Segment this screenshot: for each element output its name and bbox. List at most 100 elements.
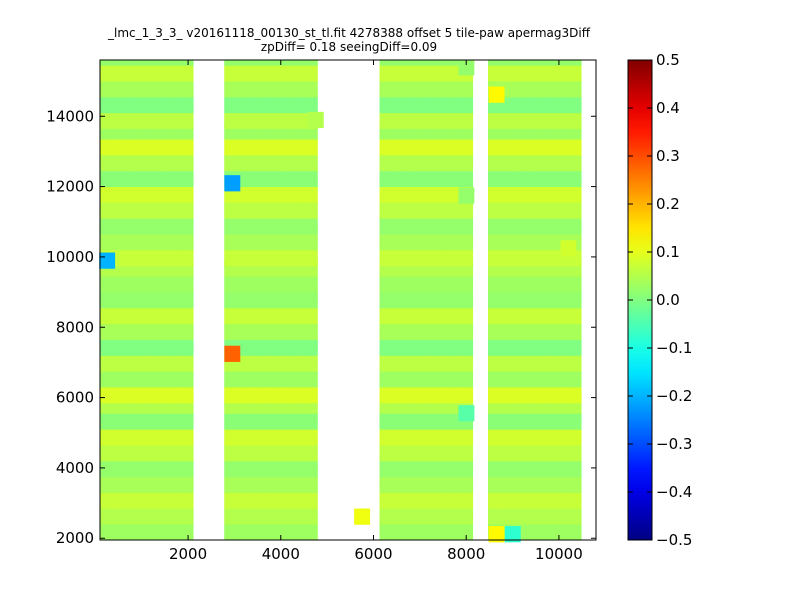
heatmap-cell [426, 234, 443, 251]
heatmap-cell [457, 234, 474, 251]
heatmap-cell [270, 413, 287, 430]
heatmap-cell [550, 276, 567, 293]
heatmap-cell [100, 355, 116, 372]
heatmap-cell [301, 60, 318, 66]
heatmap-cell [534, 292, 551, 309]
x-tick-label: 10000 [535, 545, 583, 563]
heatmap-cell [100, 218, 116, 235]
heatmap-cell [457, 81, 474, 98]
heatmap-cell [115, 60, 132, 66]
heatmap-cell [379, 154, 396, 172]
heatmap-cell [519, 186, 535, 203]
heatmap-cell [426, 139, 443, 156]
heatmap-cell [162, 445, 179, 462]
heatmap-cell [286, 445, 303, 462]
heatmap-cell [395, 154, 411, 172]
heatmap-cell [286, 65, 303, 82]
heatmap-cell [503, 276, 520, 293]
heatmap-cell [550, 387, 567, 404]
heatmap-cell [239, 234, 256, 251]
heatmap-cell [146, 339, 163, 356]
heatmap-cell [100, 307, 116, 325]
heatmap-cell [441, 371, 458, 388]
heatmap-cell [565, 60, 582, 66]
heatmap-cell [177, 371, 194, 388]
heatmap-cell [131, 186, 147, 203]
heatmap-cell [255, 60, 272, 66]
heatmap-cell [162, 524, 179, 541]
heatmap-cell [534, 524, 551, 541]
heatmap-cell [146, 292, 163, 309]
heatmap-cell [239, 218, 256, 235]
heatmap-cell [410, 476, 427, 493]
heatmap-cell [255, 202, 272, 219]
heatmap-cell [146, 524, 163, 541]
heatmap-cell [286, 81, 303, 98]
heatmap-cell [115, 323, 132, 340]
heatmap-cell [458, 60, 475, 76]
heatmap-cell [301, 307, 318, 325]
heatmap-cell [301, 323, 318, 340]
heatmap-cell [487, 371, 504, 388]
heatmap-cell [286, 234, 303, 251]
heatmap-cell [115, 524, 132, 541]
heatmap-cell [379, 339, 396, 356]
heatmap-cell [146, 218, 163, 235]
heatmap-cell [379, 524, 396, 541]
heatmap-cell [503, 323, 520, 340]
heatmap-cell [395, 429, 411, 446]
heatmap-cell [426, 96, 443, 114]
heatmap-cell [395, 249, 411, 267]
heatmap-cell [550, 429, 567, 446]
heatmap-cell [177, 492, 194, 509]
heatmap-cell [301, 81, 318, 98]
heatmap-cell [177, 186, 194, 203]
heatmap-cell [426, 508, 443, 525]
heatmap-cell [270, 307, 287, 325]
heatmap-cell [457, 355, 474, 372]
heatmap-cell [146, 65, 163, 82]
heatmap-cell [146, 371, 163, 388]
heatmap-cell [224, 60, 241, 66]
heatmap-cell [301, 476, 318, 493]
heatmap-cell [270, 429, 287, 446]
heatmap-cell [534, 413, 551, 430]
heatmap-cell [550, 476, 567, 493]
heatmap-cell [100, 81, 116, 98]
heatmap-cell [519, 413, 535, 430]
heatmap-cell [550, 65, 567, 82]
heatmap-cell [534, 355, 551, 372]
heatmap-cell [410, 81, 427, 98]
heatmap-cell [395, 81, 411, 98]
heatmap-cell [379, 112, 396, 129]
heatmap-cell [519, 112, 535, 129]
heatmap-cell [354, 508, 371, 525]
title-line-1: _lmc_1_3_3_ v20161118_00130_st_tl.fit 42… [107, 26, 591, 40]
heatmap-cell [270, 445, 287, 462]
heatmap-cell [270, 81, 287, 98]
heatmap-cell [441, 460, 458, 478]
heatmap-cell [565, 323, 582, 340]
heatmap-cell [177, 202, 194, 219]
heatmap-cell [99, 252, 116, 269]
heatmap-cell [115, 81, 132, 98]
heatmap-cell [115, 339, 132, 356]
heatmap-cell [395, 292, 411, 309]
heatmap-cell [146, 413, 163, 430]
heatmap-cell [115, 170, 132, 187]
heatmap-cell [395, 96, 411, 114]
heatmap-cell [534, 476, 551, 493]
heatmap-cell [270, 60, 287, 66]
heatmap-cell [131, 492, 147, 509]
heatmap-cell [441, 139, 458, 156]
heatmap-cell [177, 81, 194, 98]
heatmap-cell [395, 492, 411, 509]
heatmap-cell [379, 371, 396, 388]
heatmap-cell [286, 371, 303, 388]
heatmap-cell [177, 429, 194, 446]
heatmap-cell [534, 249, 551, 267]
heatmap-cell [487, 460, 504, 478]
heatmap-cell [550, 323, 567, 340]
heatmap-cell [457, 307, 474, 325]
heatmap-cell [100, 524, 116, 541]
